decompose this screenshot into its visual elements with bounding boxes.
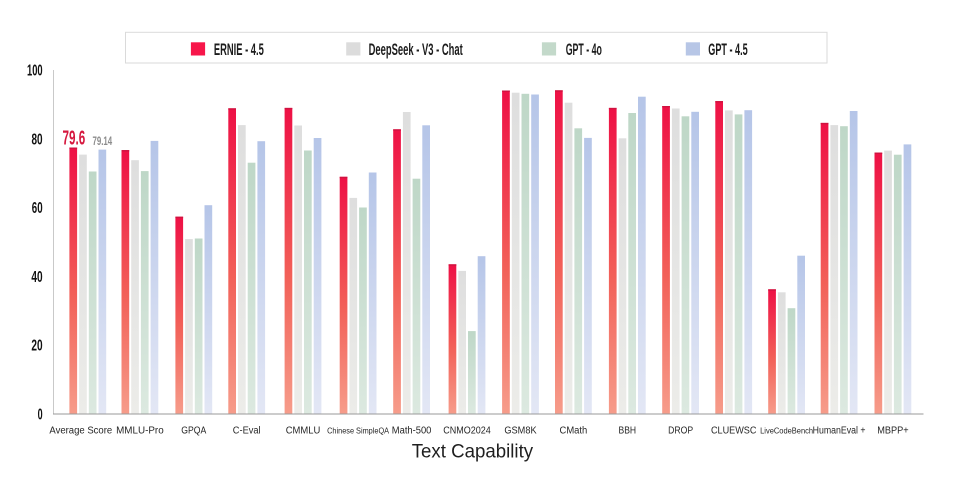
- svg-text:79.14: 79.14: [92, 134, 112, 148]
- svg-text:GSM8K: GSM8K: [504, 425, 536, 436]
- svg-text:40: 40: [31, 269, 42, 286]
- svg-text:CMMLU: CMMLU: [286, 425, 321, 436]
- svg-text:C-Eval: C-Eval: [233, 425, 261, 436]
- svg-text:Math-500: Math-500: [392, 425, 432, 436]
- svg-text:DeepSeek - V3 - Chat: DeepSeek - V3 - Chat: [369, 40, 463, 59]
- svg-text:LiveCodeBench: LiveCodeBench: [760, 425, 813, 435]
- svg-text:100: 100: [27, 63, 43, 80]
- svg-text:GPQA: GPQA: [181, 425, 206, 436]
- svg-text:GPT - 4.5: GPT - 4.5: [708, 40, 747, 59]
- svg-text:MMLU-Pro: MMLU-Pro: [116, 425, 164, 436]
- svg-text:60: 60: [32, 200, 43, 217]
- svg-text:HumanEval +: HumanEval +: [813, 425, 866, 436]
- svg-text:79.6: 79.6: [63, 128, 86, 150]
- svg-text:MBPP+: MBPP+: [877, 425, 909, 436]
- svg-text:20: 20: [31, 338, 42, 355]
- svg-text:Text Capability: Text Capability: [412, 441, 534, 463]
- svg-text:Chinese SimpleQA: Chinese SimpleQA: [327, 425, 389, 435]
- svg-text:CLUEWSC: CLUEWSC: [711, 425, 757, 436]
- svg-text:CNMO2024: CNMO2024: [443, 425, 491, 436]
- svg-text:ERNIE - 4.5: ERNIE - 4.5: [214, 40, 264, 59]
- svg-text:Average Score: Average Score: [49, 425, 112, 436]
- svg-text:0: 0: [38, 406, 43, 423]
- svg-text:BBH: BBH: [619, 425, 637, 436]
- svg-text:CMath: CMath: [560, 425, 588, 436]
- svg-text:DROP: DROP: [668, 425, 693, 436]
- svg-text:80: 80: [32, 131, 43, 148]
- svg-text:GPT - 4o: GPT - 4o: [566, 40, 602, 59]
